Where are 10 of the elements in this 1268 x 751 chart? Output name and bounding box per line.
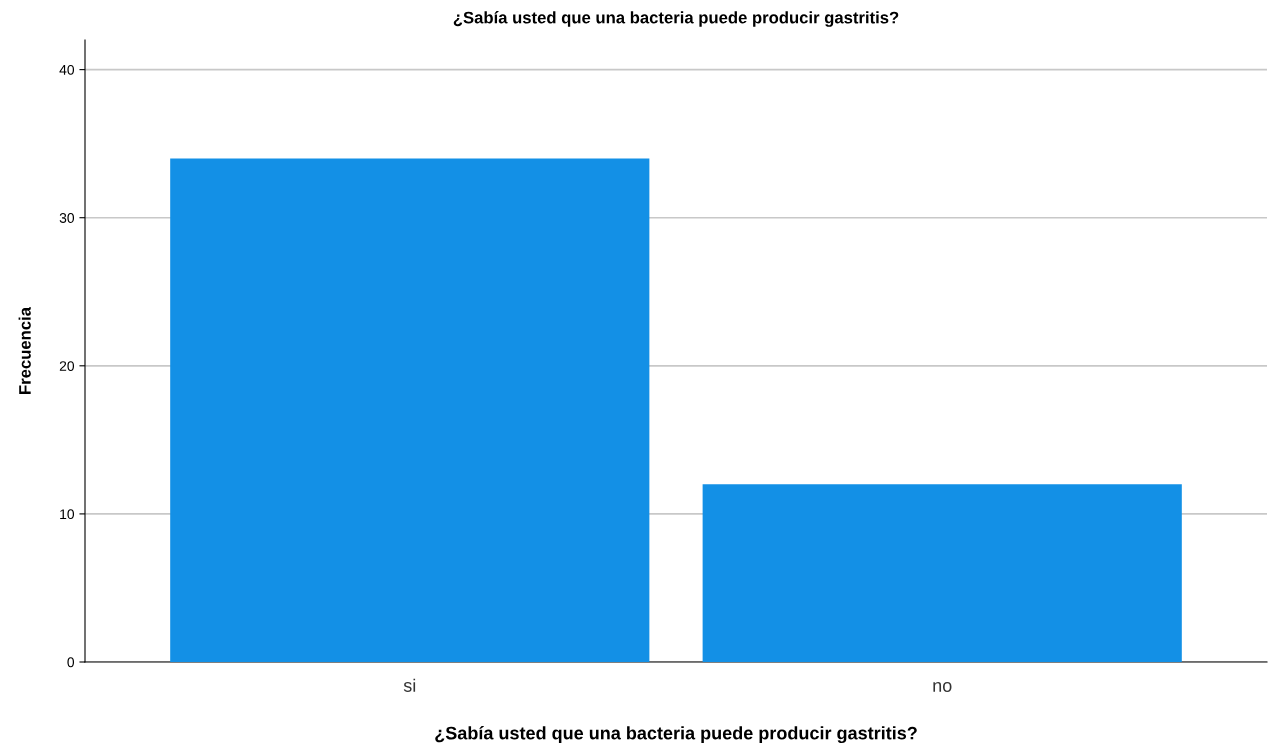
y-axis-title: Frecuencia (18, 306, 31, 394)
y-tick-label: 10 (60, 509, 75, 520)
y-tick-label: 30 (59, 213, 75, 223)
y-tick-label: 20 (59, 361, 75, 371)
y-tick-label: 0 (67, 657, 75, 668)
x-axis-title: ¿Sabía usted que una bacteria puede producir gastritis? (435, 726, 917, 744)
x-tick-label: no (933, 682, 952, 692)
y-tick-label: 40 (59, 64, 75, 75)
chart-title: ¿Sabía usted que una bacteria puede producir gastritis? (453, 11, 899, 27)
x-tick-label: si (403, 678, 416, 692)
